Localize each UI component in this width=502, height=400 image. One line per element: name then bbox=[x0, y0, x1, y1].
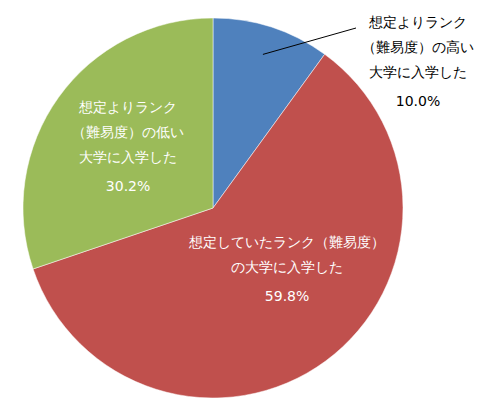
slice-label: 想定よりランク（難易度）の高い大学に入学した 10.0% bbox=[359, 10, 477, 114]
category-label: 想定よりランク（難易度）の低い大学に入学した bbox=[69, 95, 187, 170]
category-label: 想定よりランク（難易度）の高い大学に入学した bbox=[359, 10, 477, 85]
value-label: 59.8% bbox=[186, 284, 388, 309]
pie-slice bbox=[23, 18, 213, 269]
slice-label: 想定していたランク（難易度）の大学に入学した 59.8% bbox=[186, 230, 388, 309]
value-label: 10.0% bbox=[359, 89, 477, 114]
value-label: 30.2% bbox=[69, 174, 187, 199]
chart: 想定よりランク（難易度）の高い大学に入学した 10.0% 想定していたランク（難易度… bbox=[0, 0, 502, 400]
pie-svg bbox=[0, 0, 502, 400]
category-label: 想定していたランク（難易度）の大学に入学した bbox=[186, 230, 388, 280]
slice-label: 想定よりランク（難易度）の低い大学に入学した 30.2% bbox=[69, 95, 187, 199]
leader-line bbox=[263, 28, 356, 54]
